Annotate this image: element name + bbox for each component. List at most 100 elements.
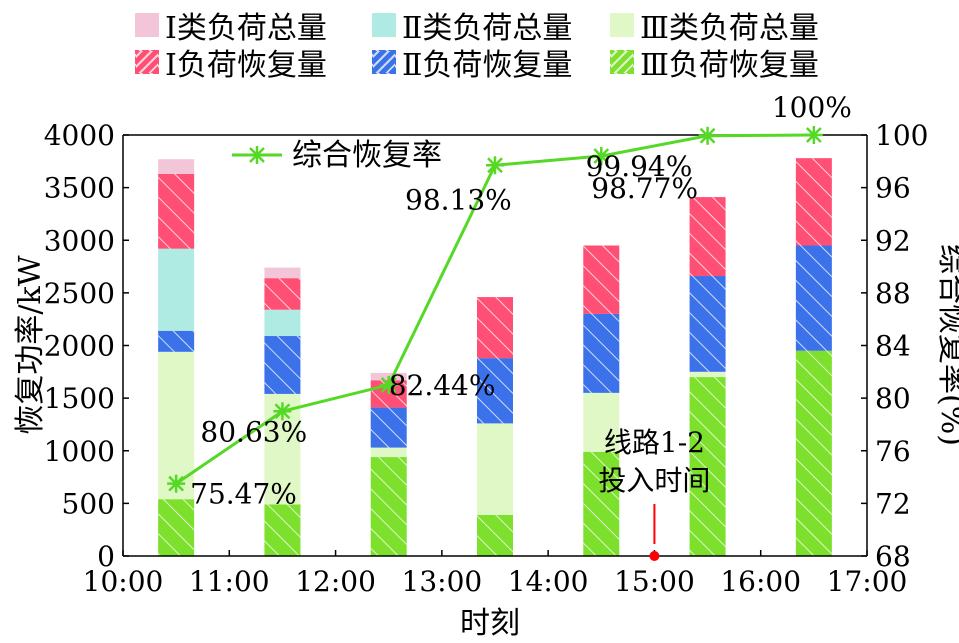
x-tick-label: 11:00: [189, 565, 270, 598]
y-tick-label: 500: [62, 487, 115, 520]
bar-level-I-recovered-hatch: [689, 197, 726, 277]
bar-level-II-recovered-hatch: [689, 276, 726, 372]
x-tick-label: 15:00: [614, 565, 695, 598]
y-axis-title: 恢复功率/kW: [13, 255, 48, 434]
bar-level-II-recovered-hatch: [477, 358, 513, 424]
y2-tick-label: 84: [875, 330, 911, 363]
rate-label: 98.77%: [591, 172, 698, 205]
legend-label: Ⅲ类负荷总量: [640, 11, 819, 46]
bar-level-III-recovered-hatch: [583, 451, 620, 556]
axes-layer: 0 500 1000 1500 2000 2500 3000 3500 4000 68 72 76 80…: [44, 119, 929, 598]
event-marker-dot: [649, 551, 660, 561]
x-axis-title: 时刻: [460, 606, 520, 641]
bar-level-III-recovered-hatch: [158, 499, 195, 556]
bar-level-II-recovered-hatch: [158, 330, 195, 352]
y2-tick-label: 88: [875, 277, 911, 310]
bar-level-III-total: [477, 423, 513, 515]
y2-tick-label: 76: [875, 435, 911, 468]
line-legend: 综合恢复率: [232, 138, 442, 173]
event-label-line1: 线路1-2: [604, 426, 705, 459]
y2-tick-label: 68: [875, 540, 911, 573]
bar-level-I-recovered-hatch: [264, 278, 301, 310]
y2-tick-label: 80: [875, 382, 911, 415]
bar-level-III-total: [583, 392, 620, 452]
legend-label: Ⅱ负荷恢复量: [402, 48, 573, 83]
rate-point: [698, 126, 717, 145]
event-label-line2: 投入时间: [598, 464, 710, 497]
rate-label: 98.13%: [405, 183, 512, 216]
legend-item-III-recovered: Ⅲ负荷恢复量: [610, 40, 819, 84]
y2-tick-label: 96: [875, 172, 911, 205]
legend-label: Ⅰ类负荷总量: [165, 11, 327, 46]
bar-level-III-recovered-hatch: [689, 377, 726, 556]
y-tick-label: 1000: [44, 435, 115, 468]
bar-level-II-total: [158, 248, 195, 331]
rate-point: [273, 402, 292, 421]
legend-swatch: [610, 50, 634, 74]
x-tick-label: 13:00: [402, 565, 483, 598]
x-tick-label: 12:00: [295, 565, 376, 598]
rate-label: 100%: [772, 91, 852, 124]
bar-level-III-recovered-hatch: [477, 514, 513, 556]
bar-level-I-total: [158, 159, 195, 174]
y2-tick-label: 72: [875, 487, 911, 520]
legend-label: Ⅰ负荷恢复量: [165, 48, 327, 83]
rate-label: 75.47%: [190, 478, 297, 511]
bar-level-III-recovered-hatch: [264, 504, 301, 556]
bar-level-II-recovered-hatch: [264, 336, 301, 394]
bar-level-II-total: [264, 309, 301, 337]
y-tick-label: 3500: [44, 172, 115, 205]
bar-level-I-recovered-hatch: [583, 245, 620, 314]
y-tick-label: 2000: [44, 330, 115, 363]
annotation-layer: 75.47% 80.63% 82.44% 98.13% 98.77%99.94% 100%…: [190, 91, 852, 561]
legend-item-II-recovered: Ⅱ负荷恢复量: [372, 40, 572, 84]
y2-tick-label: 92: [875, 224, 911, 257]
legend-swatch: [372, 50, 396, 74]
legend-item-III-total: Ⅲ类负荷总量: [610, 3, 819, 47]
legend-swatch: [610, 13, 634, 37]
bar-level-III-total: [370, 447, 407, 458]
y2-tick-label: 100: [875, 119, 928, 152]
rate-label: 80.63%: [200, 415, 307, 448]
legend-label: Ⅱ类负荷总量: [402, 11, 573, 46]
legend-item-I-total: Ⅰ类负荷总量: [135, 3, 327, 47]
legend-swatch: [372, 13, 396, 37]
y-tick-label: 0: [97, 540, 115, 573]
line-legend-marker: [248, 146, 266, 164]
bar-level-I-total: [264, 267, 301, 279]
y-tick-label: 1500: [44, 382, 115, 415]
legend-swatch: [135, 13, 159, 37]
y-tick-label: 3000: [44, 224, 115, 257]
x-tick-label: 14:00: [508, 565, 589, 598]
legend-label: Ⅲ负荷恢复量: [640, 48, 819, 83]
rate-label: 82.44%: [389, 369, 496, 402]
bar-level-II-recovered-hatch: [370, 407, 407, 448]
y-tick-label: 2500: [44, 277, 115, 310]
y2-axis-title: 综合恢复率(%): [934, 244, 959, 446]
y-tick-label: 4000: [44, 119, 115, 152]
rate-point: [379, 375, 398, 394]
bar-level-III-recovered-hatch: [795, 350, 832, 556]
bar-level-I-recovered-hatch: [158, 173, 195, 249]
bar-level-III-recovered-hatch: [370, 457, 407, 556]
bars-layer: [158, 158, 832, 556]
rate-point: [592, 147, 611, 166]
bar-level-II-recovered-hatch: [583, 313, 620, 393]
bar-level-II-recovered-hatch: [795, 245, 832, 351]
x-tick-label: 17:00: [827, 565, 908, 598]
rate-point: [167, 474, 186, 493]
legend-item-I-recovered: Ⅰ负荷恢复量: [135, 40, 327, 84]
line-legend-label: 综合恢复率: [292, 138, 442, 173]
bar-level-I-recovered-hatch: [477, 297, 513, 359]
rate-point: [804, 126, 823, 144]
bar-level-I-recovered-hatch: [795, 158, 832, 246]
rate-label: 99.94%: [586, 150, 693, 183]
x-tick-label: 16:00: [720, 565, 801, 598]
legend-item-II-total: Ⅱ类负荷总量: [372, 3, 572, 47]
rate-point: [486, 156, 504, 175]
legend-swatch: [135, 50, 159, 74]
bar-level-III-total: [689, 371, 726, 378]
rate-line-layer: [167, 126, 823, 493]
x-tick-label: 10:00: [83, 565, 164, 598]
